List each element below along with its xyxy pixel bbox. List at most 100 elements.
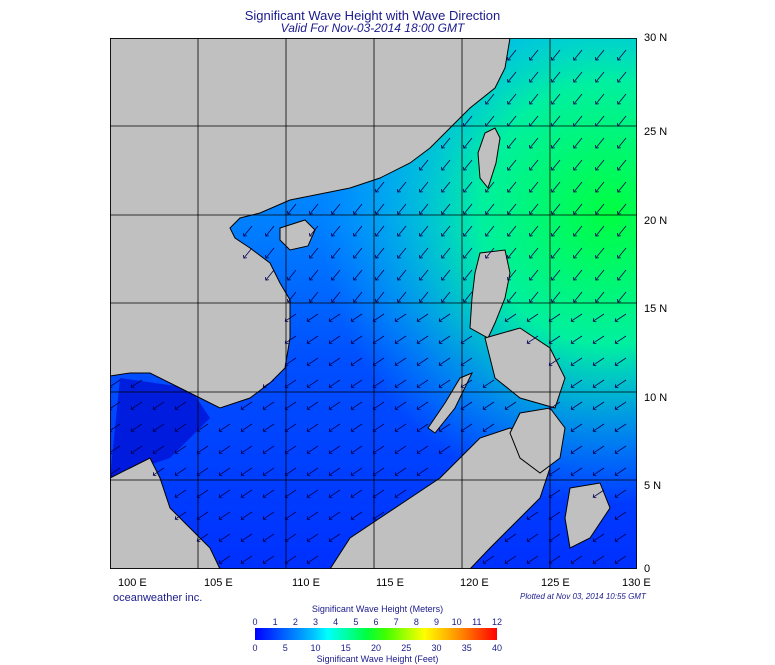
wave-direction-arrow (530, 71, 539, 82)
wave-direction-arrow (596, 93, 605, 104)
wave-direction-arrow (508, 225, 517, 236)
wave-direction-arrow (571, 445, 583, 453)
wave-direction-arrow (571, 401, 583, 409)
wave-direction-arrow (574, 247, 583, 258)
wave-direction-arrow (596, 269, 605, 280)
wave-direction-arrow (351, 313, 363, 321)
wave-direction-arrow (285, 357, 297, 365)
wave-direction-arrow (486, 115, 495, 126)
wave-direction-arrow (288, 203, 297, 214)
wave-direction-arrow (420, 269, 429, 280)
wave-direction-arrow (417, 401, 429, 409)
legend-tick-meters: 10 (451, 617, 462, 627)
wave-direction-arrow (332, 203, 341, 214)
wave-direction-arrow (329, 313, 341, 321)
wave-direction-arrow (439, 335, 451, 343)
wave-direction-arrow (307, 423, 319, 431)
wave-direction-arrow (549, 467, 561, 475)
wave-direction-arrow (398, 181, 407, 192)
wave-direction-arrow (508, 115, 517, 126)
wave-direction-arrow (175, 445, 187, 453)
wave-direction-arrow (530, 291, 539, 302)
wave-direction-arrow (505, 533, 517, 541)
wave-direction-arrow (439, 423, 451, 431)
wave-direction-arrow (464, 159, 473, 170)
wave-direction-arrow (417, 379, 429, 387)
wave-direction-arrow (442, 269, 451, 280)
lat-label-30n: 30 N (644, 32, 668, 44)
wave-direction-arrow (310, 291, 319, 302)
wave-direction-arrow (420, 181, 429, 192)
wave-direction-arrow (395, 423, 407, 431)
wave-direction-arrow (552, 93, 561, 104)
wave-direction-arrow (395, 313, 407, 321)
wave-direction-arrow (549, 511, 561, 519)
wave-direction-arrow (420, 225, 429, 236)
wave-direction-arrow (618, 291, 627, 302)
wave-direction-arrow (508, 71, 517, 82)
wave-direction-arrow (263, 489, 275, 497)
land-asia-mainland (110, 38, 511, 409)
land-malay-peninsula (110, 457, 221, 569)
wave-direction-arrow (329, 335, 341, 343)
lat-label-5n: 5 N (644, 480, 662, 492)
wave-direction-arrow (508, 181, 517, 192)
wave-direction-arrow (219, 467, 231, 475)
wave-direction-arrow (552, 71, 561, 82)
wave-direction-arrow (110, 401, 121, 409)
legend-tick-feet: 20 (370, 643, 382, 653)
wave-direction-arrow (351, 423, 363, 431)
wave-direction-arrow (373, 489, 385, 497)
wave-direction-arrow (615, 423, 627, 431)
wave-direction-arrow (307, 313, 319, 321)
wave-direction-arrow (596, 137, 605, 148)
wave-direction-arrow (527, 533, 539, 541)
wave-direction-arrow (263, 445, 275, 453)
wave-direction-arrow (571, 357, 583, 365)
wave-direction-arrow (593, 335, 605, 343)
wave-direction-arrow (618, 137, 627, 148)
wave-direction-arrow (219, 555, 231, 563)
wave-direction-arrow (153, 445, 165, 453)
wave-direction-arrow (615, 445, 627, 453)
wave-direction-arrow (241, 401, 253, 409)
wave-direction-arrow (241, 511, 253, 519)
wave-direction-arrow (593, 379, 605, 387)
wave-direction-arrow (131, 423, 143, 431)
wave-direction-arrow (153, 423, 165, 431)
wave-direction-arrow (285, 533, 297, 541)
wave-direction-arrow (618, 225, 627, 236)
wave-direction-arrow (351, 467, 363, 475)
wave-direction-arrow (442, 225, 451, 236)
wave-direction-arrow (442, 181, 451, 192)
wave-direction-arrow (486, 203, 495, 214)
wave-direction-arrow (461, 335, 473, 343)
wave-direction-arrow (593, 313, 605, 321)
wave-direction-arrow (420, 203, 429, 214)
wave-direction-arrow (307, 533, 319, 541)
wave-direction-arrow (593, 357, 605, 365)
wave-direction-arrow (574, 137, 583, 148)
wave-direction-arrow (574, 203, 583, 214)
wave-direction-arrow (376, 291, 385, 302)
wave-direction-arrow (110, 423, 121, 431)
wave-direction-arrow (310, 203, 319, 214)
wave-direction-arrow (593, 489, 605, 497)
wave-direction-arrow (549, 313, 561, 321)
wave-direction-arrow (464, 203, 473, 214)
wave-direction-arrow (332, 247, 341, 258)
wave-direction-arrow (175, 511, 187, 519)
wave-direction-arrow (395, 335, 407, 343)
wave-direction-arrow (219, 489, 231, 497)
wave-direction-arrow (574, 93, 583, 104)
wave-direction-arrow (197, 445, 209, 453)
wave-direction-arrow (439, 313, 451, 321)
legend-tick-meters: 9 (433, 617, 440, 627)
wave-direction-arrow (505, 401, 517, 409)
wave-direction-arrow (593, 445, 605, 453)
wave-direction-arrow (574, 269, 583, 280)
wave-direction-arrow (398, 247, 407, 258)
wave-direction-arrow (285, 445, 297, 453)
wave-direction-arrow (596, 225, 605, 236)
wave-direction-arrow (266, 225, 275, 236)
